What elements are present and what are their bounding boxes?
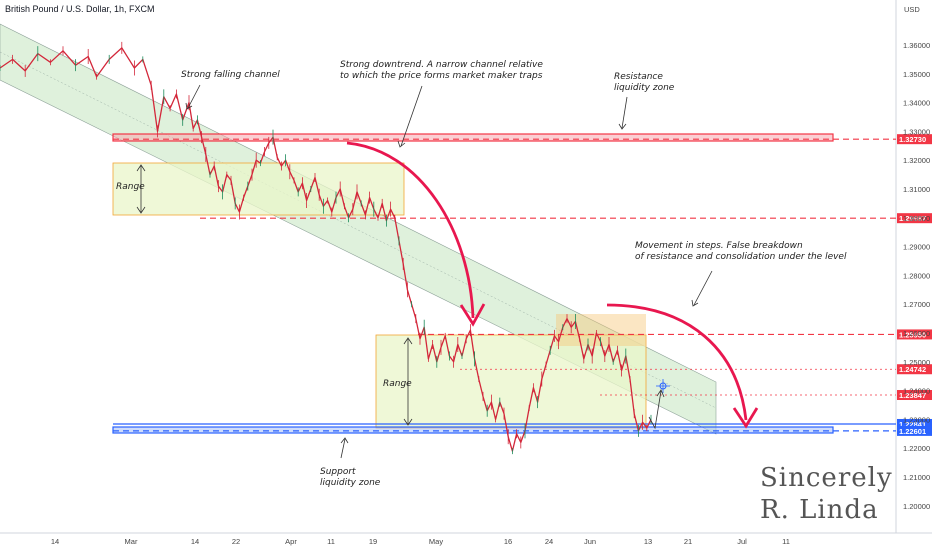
- price-badge: [897, 134, 932, 145]
- annotation-support-line-1: Support: [320, 467, 356, 477]
- time-tick-label: 24: [545, 537, 553, 546]
- annotation-resistance-line-1: Resistance: [614, 72, 663, 82]
- price-tick-label: 1.24000: [903, 387, 930, 396]
- price-badge-label: 1.22841: [899, 420, 926, 429]
- price-badge-label: 1.29987: [899, 214, 926, 223]
- level-lines: 1.32730 1.29987 1.25950 1.24742 1.23847 1.228…: [113, 134, 932, 436]
- price-badge-label: 1.25950: [899, 330, 926, 339]
- range-2-bracket-head-bottom: [403, 418, 413, 426]
- time-tick-label: Mar: [125, 537, 138, 546]
- price-tick-label: 1.32000: [903, 156, 930, 165]
- price-tick-label: 1.22000: [903, 444, 930, 453]
- price-scale: 1.36000 1.35000 1.34000 1.33000 1.32000 1.310…: [903, 41, 930, 511]
- pointer-support: [340, 438, 346, 459]
- resistance-zone: [112, 133, 834, 142]
- time-tick-label: Apr: [285, 537, 297, 546]
- price-badge: [897, 364, 932, 375]
- pointer-falling-channel-head: [185, 102, 193, 110]
- time-axis: 14 Mar 14 22 Apr 11 19 May 16 24 Jun 13 21 Jul 11: [51, 537, 790, 546]
- pointer-steps-head: [691, 299, 699, 307]
- time-tick-label: Jul: [737, 537, 747, 546]
- range-1-bracket-head-bottom: [136, 206, 146, 214]
- time-tick-label: 13: [644, 537, 652, 546]
- pointer-falling-channel: [187, 84, 201, 109]
- pointer-downtrend: [400, 85, 423, 147]
- price-tick-label: 1.23000: [903, 415, 930, 424]
- annotation-downtrend-line-2: to which the price forms market maker tr…: [340, 71, 543, 81]
- price-badge-label: 1.32730: [899, 135, 926, 144]
- annotation-steps-line-2: of resistance and consolidation under th…: [635, 252, 847, 262]
- time-tick-label: Jun: [584, 537, 596, 546]
- time-tick-label: 22: [232, 537, 240, 546]
- price-tick-label: 1.31000: [903, 185, 930, 194]
- price-tick-label: 1.27000: [903, 300, 930, 309]
- currency-label: USD: [904, 5, 920, 14]
- time-tick-label: 16: [504, 537, 512, 546]
- price-badge-label: 1.23847: [899, 391, 926, 400]
- annotation-falling-channel: Strong falling channel: [181, 70, 280, 80]
- pointer-resistance: [621, 96, 628, 129]
- price-tick-label: 1.29000: [903, 243, 930, 252]
- time-tick-label: 11: [782, 537, 790, 546]
- price-badge: [897, 418, 932, 429]
- symbol-title: British Pound / U.S. Dollar, 1h, FXCM: [5, 4, 155, 14]
- range-box-1: [112, 162, 405, 216]
- annotation-downtrend-line-1: Strong downtrend. A narrow channel relat…: [340, 60, 543, 70]
- annotation-range-2: Range: [383, 379, 412, 389]
- pointer-bounce: [648, 390, 662, 430]
- price-tick-label: 1.20000: [903, 502, 930, 511]
- price-badge: [897, 213, 932, 224]
- price-badge: [897, 329, 932, 340]
- drop-arrow-1: [346, 141, 475, 319]
- pointer-downtrend-head: [397, 140, 406, 148]
- time-tick-label: 21: [684, 537, 692, 546]
- drop-arrow-2: [606, 303, 748, 421]
- time-tick-label: 11: [327, 537, 335, 546]
- annotation-range-1: Range: [116, 182, 145, 192]
- annotation-resistance-line-2: liquidity zone: [614, 83, 675, 93]
- plot-background: [0, 0, 896, 533]
- range-2-bracket-head-top: [403, 337, 413, 345]
- price-tick-label: 1.25000: [903, 358, 930, 367]
- pointer-support-head: [340, 437, 349, 444]
- price-tick-label: 1.28000: [903, 271, 930, 280]
- crosshair-marker-icon[interactable]: [656, 379, 670, 393]
- pointer-steps: [693, 270, 713, 306]
- range-1-bracket-head-top: [136, 164, 146, 172]
- falling-channel-midline: [0, 51, 717, 409]
- price-line: [0, 47, 652, 452]
- range-box-2: [375, 334, 647, 429]
- time-tick-label: May: [429, 537, 443, 546]
- price-badge: [897, 425, 932, 436]
- time-tick-label: 14: [51, 537, 59, 546]
- signature-line-1: Sincerely: [760, 463, 893, 493]
- price-badge: [897, 390, 932, 401]
- price-badge-label: 1.22601: [899, 427, 926, 436]
- price-tick-label: 1.21000: [903, 473, 930, 482]
- price-tick-label: 1.26000: [903, 329, 930, 338]
- pointer-bounce-head: [656, 389, 665, 398]
- price-tick-label: 1.35000: [903, 70, 930, 79]
- price-tick-label: 1.36000: [903, 41, 930, 50]
- price-badge-label: 1.24742: [899, 365, 926, 374]
- drop-arrow-2-head: [732, 407, 759, 429]
- time-tick-label: 14: [191, 537, 199, 546]
- signature-line-2: R. Linda: [760, 495, 879, 525]
- falling-channel: [0, 23, 717, 435]
- pointer-resistance-head: [618, 123, 627, 130]
- annotation-steps-line-1: Movement in steps. False breakdown: [635, 241, 803, 251]
- price-tick-label: 1.33000: [903, 127, 930, 136]
- price-tick-label: 1.30000: [903, 214, 930, 223]
- support-zone: [112, 426, 834, 434]
- time-tick-label: 19: [369, 537, 377, 546]
- drop-arrow-1-head: [459, 303, 486, 327]
- annotation-support-line-2: liquidity zone: [320, 478, 381, 488]
- price-series: [0, 41, 652, 455]
- price-tick-label: 1.34000: [903, 99, 930, 108]
